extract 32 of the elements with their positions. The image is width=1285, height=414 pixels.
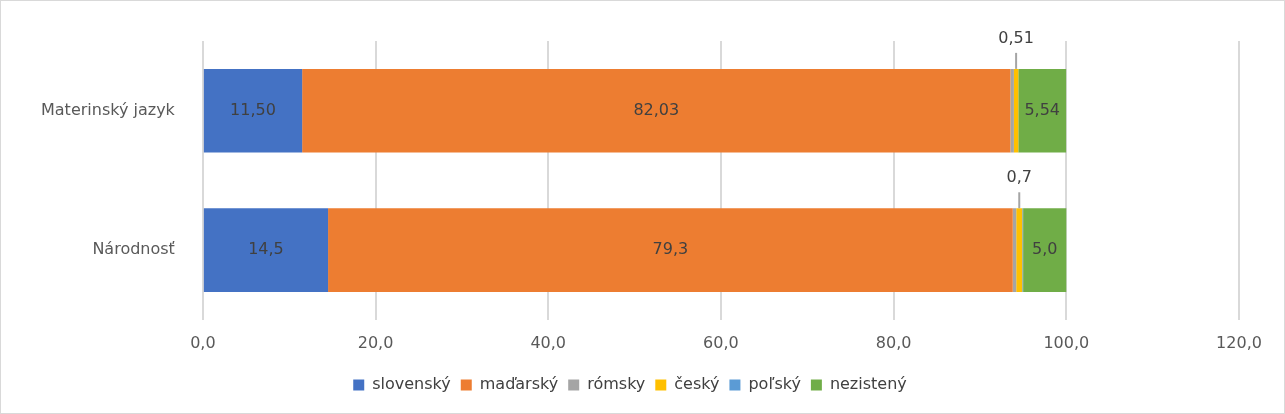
legend-label: nezistený: [829, 374, 907, 394]
bar: [328, 208, 1013, 292]
data-label: 0,7: [1006, 167, 1032, 187]
x-tick-label: 60,0: [703, 332, 739, 352]
legend-label: český: [674, 374, 720, 394]
x-tick-label: 0,0: [190, 332, 216, 352]
x-tick-label: 120,0: [1216, 332, 1262, 352]
x-tick-label: 100,0: [1043, 332, 1090, 352]
bar: [1013, 68, 1019, 153]
y-tick-label: Materinský jazyk: [41, 99, 176, 119]
bar: [1018, 68, 1067, 153]
data-label: 14,5: [248, 239, 284, 259]
data-label: 5,54: [1024, 99, 1061, 119]
legend-label: poľský: [748, 374, 801, 394]
bar: [203, 208, 329, 292]
data-label: 0,51: [998, 28, 1034, 48]
legend-label: rómsky: [587, 374, 646, 394]
y-tick-label: Národnosť: [92, 239, 175, 259]
bar: [1023, 208, 1067, 292]
data-label: 11,50: [230, 99, 276, 119]
legend-label: slovenský: [372, 374, 451, 394]
bar: [302, 68, 1011, 153]
bar: [1016, 208, 1023, 292]
bar: [203, 68, 303, 153]
data-label: 5,0: [1032, 239, 1058, 259]
legend-label: maďarský: [479, 374, 559, 394]
data-label: 82,03: [633, 99, 680, 119]
x-tick-label: 40,0: [530, 332, 567, 352]
bar: [1010, 68, 1014, 153]
x-tick-label: 80,0: [875, 332, 912, 352]
data-label: 79,3: [652, 239, 689, 259]
x-tick-label: 20,0: [357, 332, 394, 352]
